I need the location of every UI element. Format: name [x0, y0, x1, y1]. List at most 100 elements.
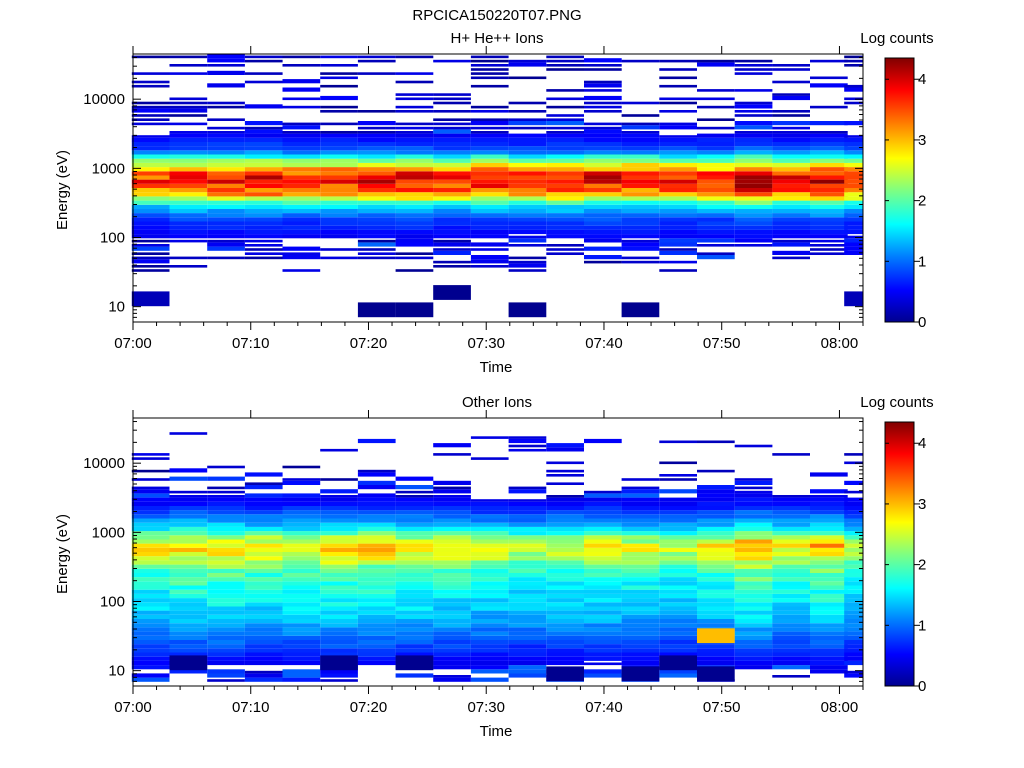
heatmap-cell [131, 568, 170, 573]
heatmap-cell [282, 162, 321, 168]
heatmap-cell [433, 248, 471, 251]
heatmap-cell [508, 137, 547, 142]
heatmap-cell [508, 547, 547, 552]
heatmap-cell [508, 256, 547, 260]
heatmap-cell [357, 485, 396, 490]
heatmap-cell [207, 154, 245, 159]
heatmap-cell [621, 114, 660, 117]
heatmap-cell [320, 522, 358, 527]
heatmap-cell [621, 660, 660, 666]
heatmap-cell [508, 556, 547, 561]
heatmap-cell [433, 221, 471, 226]
heatmap-cell [207, 639, 245, 645]
heatmap-cell [207, 510, 245, 515]
heatmap-cell [395, 635, 434, 640]
heatmap-cell [131, 635, 170, 640]
heatmap-cell [320, 679, 358, 682]
heatmap-cell [470, 635, 509, 640]
heatmap-cell [844, 196, 863, 201]
x-tick-label: 07:50 [703, 699, 741, 716]
heatmap-cell [697, 141, 735, 147]
heatmap-cell [320, 76, 358, 80]
heatmap-cell [844, 606, 863, 611]
heatmap-cell [470, 547, 509, 552]
heatmap-cell [584, 673, 622, 678]
heatmap-cell [621, 133, 660, 138]
heatmap-cell [470, 167, 509, 172]
heatmap-cell [433, 606, 471, 611]
heatmap-cell [844, 648, 863, 653]
heatmap-cell [244, 510, 283, 515]
heatmap-cell [734, 175, 773, 180]
heatmap-cell [546, 501, 584, 506]
heatmap-cell [810, 631, 848, 636]
heatmap-cell [131, 535, 170, 540]
heatmap-cell [659, 84, 697, 88]
heatmap-cell [659, 221, 697, 226]
heatmap-cell [697, 217, 735, 222]
heatmap-cell [131, 229, 170, 235]
heatmap-cell [772, 131, 810, 134]
heatmap-cell [320, 619, 358, 624]
heatmap-cell [395, 572, 434, 578]
heatmap-cell [697, 552, 735, 557]
heatmap-cell [621, 179, 660, 184]
heatmap-cell [169, 593, 208, 599]
heatmap-cell [584, 644, 622, 649]
heatmap-cell [584, 213, 622, 218]
heatmap-cell [546, 543, 584, 548]
heatmap-cell [169, 652, 208, 657]
heatmap-cell [584, 505, 622, 511]
heatmap-cell [207, 208, 245, 214]
heatmap-cell [320, 200, 358, 205]
heatmap-cell [470, 265, 509, 268]
heatmap-cell [320, 179, 358, 184]
heatmap-cell [470, 606, 509, 611]
heatmap-cell [584, 196, 622, 201]
heatmap-cell [697, 602, 735, 607]
heatmap-cell [844, 204, 863, 209]
heatmap-cell [584, 564, 622, 569]
heatmap-cell [584, 547, 622, 552]
heatmap-cell [772, 665, 810, 670]
heatmap-cell [131, 497, 170, 502]
heatmap-cell [357, 469, 396, 473]
heatmap-cell [357, 648, 396, 653]
heatmap-cell [659, 556, 697, 561]
heatmap-cell [659, 589, 697, 594]
heatmap-cell [131, 217, 170, 222]
heatmap-cell [357, 497, 396, 502]
heatmap-cell [470, 204, 509, 209]
heatmap-cell [810, 105, 848, 109]
heatmap-cell [244, 208, 283, 214]
heatmap-cell [357, 552, 396, 557]
heatmap-cell [244, 204, 283, 209]
heatmap-cell [697, 221, 735, 226]
colorbar-tick-label: 0 [918, 678, 926, 695]
heatmap-cell [207, 225, 245, 230]
heatmap-cell [395, 543, 434, 548]
heatmap-cell [244, 256, 283, 260]
heatmap-cell [508, 183, 547, 188]
heatmap-cell [697, 179, 735, 184]
heatmap-cell [772, 150, 810, 155]
heatmap-cell [357, 239, 396, 243]
heatmap-cell [508, 167, 547, 172]
heatmap-cell [282, 158, 321, 163]
heatmap-cell [470, 669, 509, 674]
heatmap-cell [395, 639, 434, 645]
heatmap-cell [772, 514, 810, 519]
heatmap-cell [697, 556, 735, 561]
heatmap-cell [844, 461, 863, 465]
heatmap-cell [244, 639, 283, 645]
heatmap-cell [844, 87, 863, 92]
heatmap-cell [546, 188, 584, 193]
heatmap-cell [508, 154, 547, 159]
heatmap-cell [508, 238, 547, 243]
heatmap-cell [282, 639, 321, 645]
heatmap-cell [131, 453, 170, 456]
heatmap-cell [207, 137, 245, 142]
heatmap-cell [282, 673, 321, 678]
heatmap-cell [546, 556, 584, 561]
heatmap-cell [697, 162, 735, 168]
